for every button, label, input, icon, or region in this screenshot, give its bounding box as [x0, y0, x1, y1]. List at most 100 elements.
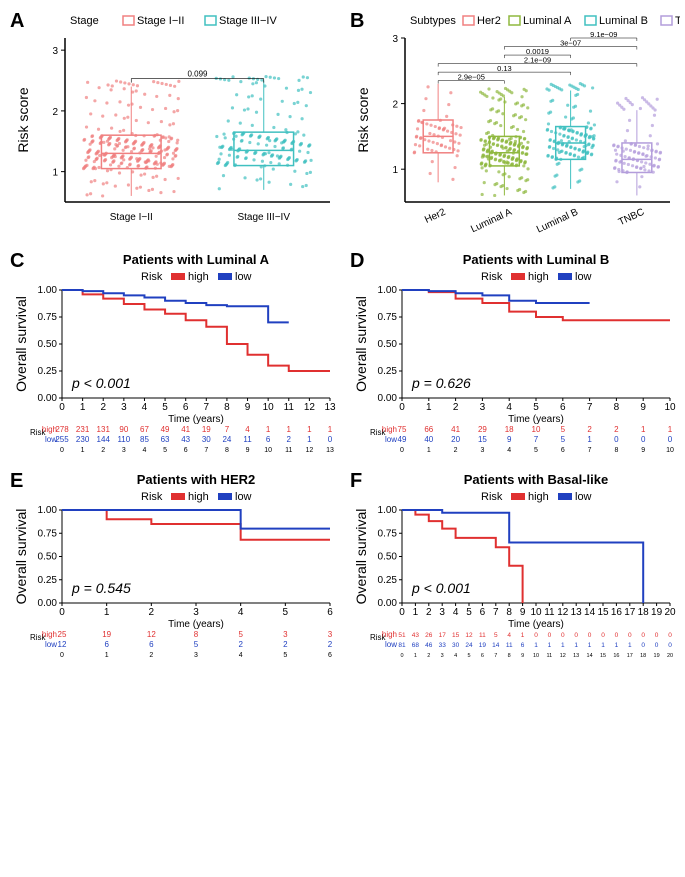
- svg-text:11: 11: [285, 447, 292, 454]
- svg-text:2.9e−05: 2.9e−05: [458, 73, 485, 82]
- panel-C: C Patients with Luminal ARiskhighlow0.00…: [10, 250, 340, 460]
- boxplot-A: StageStage I−IIStage III−IV123Risk score…: [10, 10, 340, 240]
- svg-text:5: 5: [494, 632, 498, 639]
- svg-text:Time (years): Time (years): [508, 619, 564, 630]
- svg-text:63: 63: [161, 435, 170, 444]
- svg-text:4: 4: [245, 425, 250, 434]
- svg-text:Patients with Basal-like: Patients with Basal-like: [464, 472, 609, 487]
- svg-text:19: 19: [202, 425, 211, 434]
- svg-text:6: 6: [328, 652, 332, 659]
- svg-text:p = 0.545: p = 0.545: [71, 580, 131, 596]
- svg-text:4: 4: [142, 402, 148, 413]
- svg-text:7: 7: [494, 653, 497, 659]
- svg-text:20: 20: [667, 653, 673, 659]
- svg-text:low: low: [575, 491, 592, 503]
- svg-text:high: high: [42, 630, 57, 639]
- svg-text:Overall survival: Overall survival: [13, 296, 29, 392]
- svg-text:0.00: 0.00: [38, 598, 58, 609]
- svg-text:255: 255: [55, 435, 69, 444]
- svg-text:14: 14: [587, 653, 593, 659]
- svg-text:Patients with HER2: Patients with HER2: [137, 472, 255, 487]
- svg-text:9: 9: [641, 447, 645, 454]
- svg-text:Risk: Risk: [141, 271, 163, 283]
- svg-text:14: 14: [584, 607, 596, 618]
- svg-text:p = 0.626: p = 0.626: [411, 375, 471, 391]
- svg-text:4: 4: [239, 652, 243, 659]
- svg-text:3: 3: [52, 46, 58, 57]
- svg-text:0: 0: [399, 607, 405, 618]
- panel-label-B: B: [350, 10, 364, 33]
- svg-text:1: 1: [426, 402, 432, 413]
- svg-text:1: 1: [521, 632, 525, 639]
- svg-text:0.50: 0.50: [38, 552, 58, 563]
- svg-text:Risk: Risk: [481, 271, 503, 283]
- svg-text:Overall survival: Overall survival: [353, 509, 369, 605]
- svg-text:24: 24: [465, 642, 473, 649]
- svg-text:1: 1: [587, 435, 592, 444]
- svg-text:6: 6: [561, 447, 565, 454]
- svg-text:11: 11: [243, 435, 252, 444]
- svg-text:6: 6: [104, 640, 109, 649]
- svg-text:0.13: 0.13: [497, 64, 512, 73]
- figure-grid: A StageStage I−IIStage III−IV123Risk sco…: [0, 0, 685, 675]
- svg-text:low: low: [385, 435, 397, 444]
- svg-text:high: high: [528, 491, 549, 503]
- svg-text:9.1e−09: 9.1e−09: [590, 30, 617, 39]
- svg-text:13: 13: [324, 402, 336, 413]
- svg-text:4: 4: [507, 632, 511, 639]
- svg-text:Stage: Stage: [70, 15, 99, 27]
- svg-text:18: 18: [505, 425, 514, 434]
- svg-text:low: low: [235, 271, 252, 283]
- svg-text:3: 3: [328, 630, 333, 639]
- svg-text:1: 1: [414, 653, 417, 659]
- svg-text:0: 0: [60, 652, 64, 659]
- svg-text:1: 1: [105, 652, 109, 659]
- svg-text:19: 19: [651, 607, 663, 618]
- svg-text:low: low: [385, 640, 397, 649]
- svg-text:Subtypes: Subtypes: [410, 15, 456, 27]
- svg-text:11: 11: [284, 402, 295, 413]
- svg-text:8: 8: [224, 402, 230, 413]
- panel-label-E: E: [10, 470, 23, 493]
- svg-text:2: 2: [614, 425, 619, 434]
- svg-text:17: 17: [627, 653, 633, 659]
- svg-text:9: 9: [245, 402, 251, 413]
- svg-text:0: 0: [574, 632, 578, 639]
- svg-text:14: 14: [492, 642, 500, 649]
- svg-text:1: 1: [601, 642, 605, 649]
- svg-text:24: 24: [222, 435, 231, 444]
- svg-text:2: 2: [100, 402, 106, 413]
- svg-text:0.75: 0.75: [38, 528, 58, 539]
- svg-text:15: 15: [600, 653, 606, 659]
- svg-text:9: 9: [521, 653, 524, 659]
- svg-text:81: 81: [398, 642, 406, 649]
- svg-text:0: 0: [400, 447, 404, 454]
- svg-text:Overall survival: Overall survival: [353, 296, 369, 392]
- svg-text:0.00: 0.00: [38, 393, 58, 404]
- svg-text:1: 1: [392, 165, 398, 176]
- svg-text:7: 7: [493, 607, 499, 618]
- svg-text:Stage I−II: Stage I−II: [110, 212, 153, 223]
- svg-text:1: 1: [328, 425, 333, 434]
- svg-text:49: 49: [161, 425, 170, 434]
- panel-A: A StageStage I−IIStage III−IV123Risk sco…: [10, 10, 340, 240]
- svg-text:131: 131: [97, 425, 111, 434]
- svg-text:6: 6: [183, 402, 189, 413]
- svg-text:low: low: [235, 491, 252, 503]
- svg-text:Luminal A: Luminal A: [523, 15, 572, 27]
- svg-text:high: high: [188, 491, 209, 503]
- svg-text:33: 33: [439, 642, 447, 649]
- svg-text:11: 11: [506, 642, 513, 649]
- svg-text:7: 7: [225, 425, 230, 434]
- svg-text:68: 68: [412, 642, 420, 649]
- svg-text:7: 7: [534, 435, 539, 444]
- svg-text:Her2: Her2: [477, 15, 501, 27]
- svg-text:75: 75: [398, 425, 407, 434]
- svg-text:6: 6: [266, 435, 271, 444]
- svg-text:6: 6: [149, 640, 154, 649]
- svg-text:6: 6: [480, 607, 486, 618]
- svg-text:9: 9: [520, 607, 526, 618]
- svg-text:7: 7: [587, 402, 593, 413]
- svg-text:TNBC: TNBC: [675, 15, 680, 27]
- svg-text:1: 1: [287, 425, 292, 434]
